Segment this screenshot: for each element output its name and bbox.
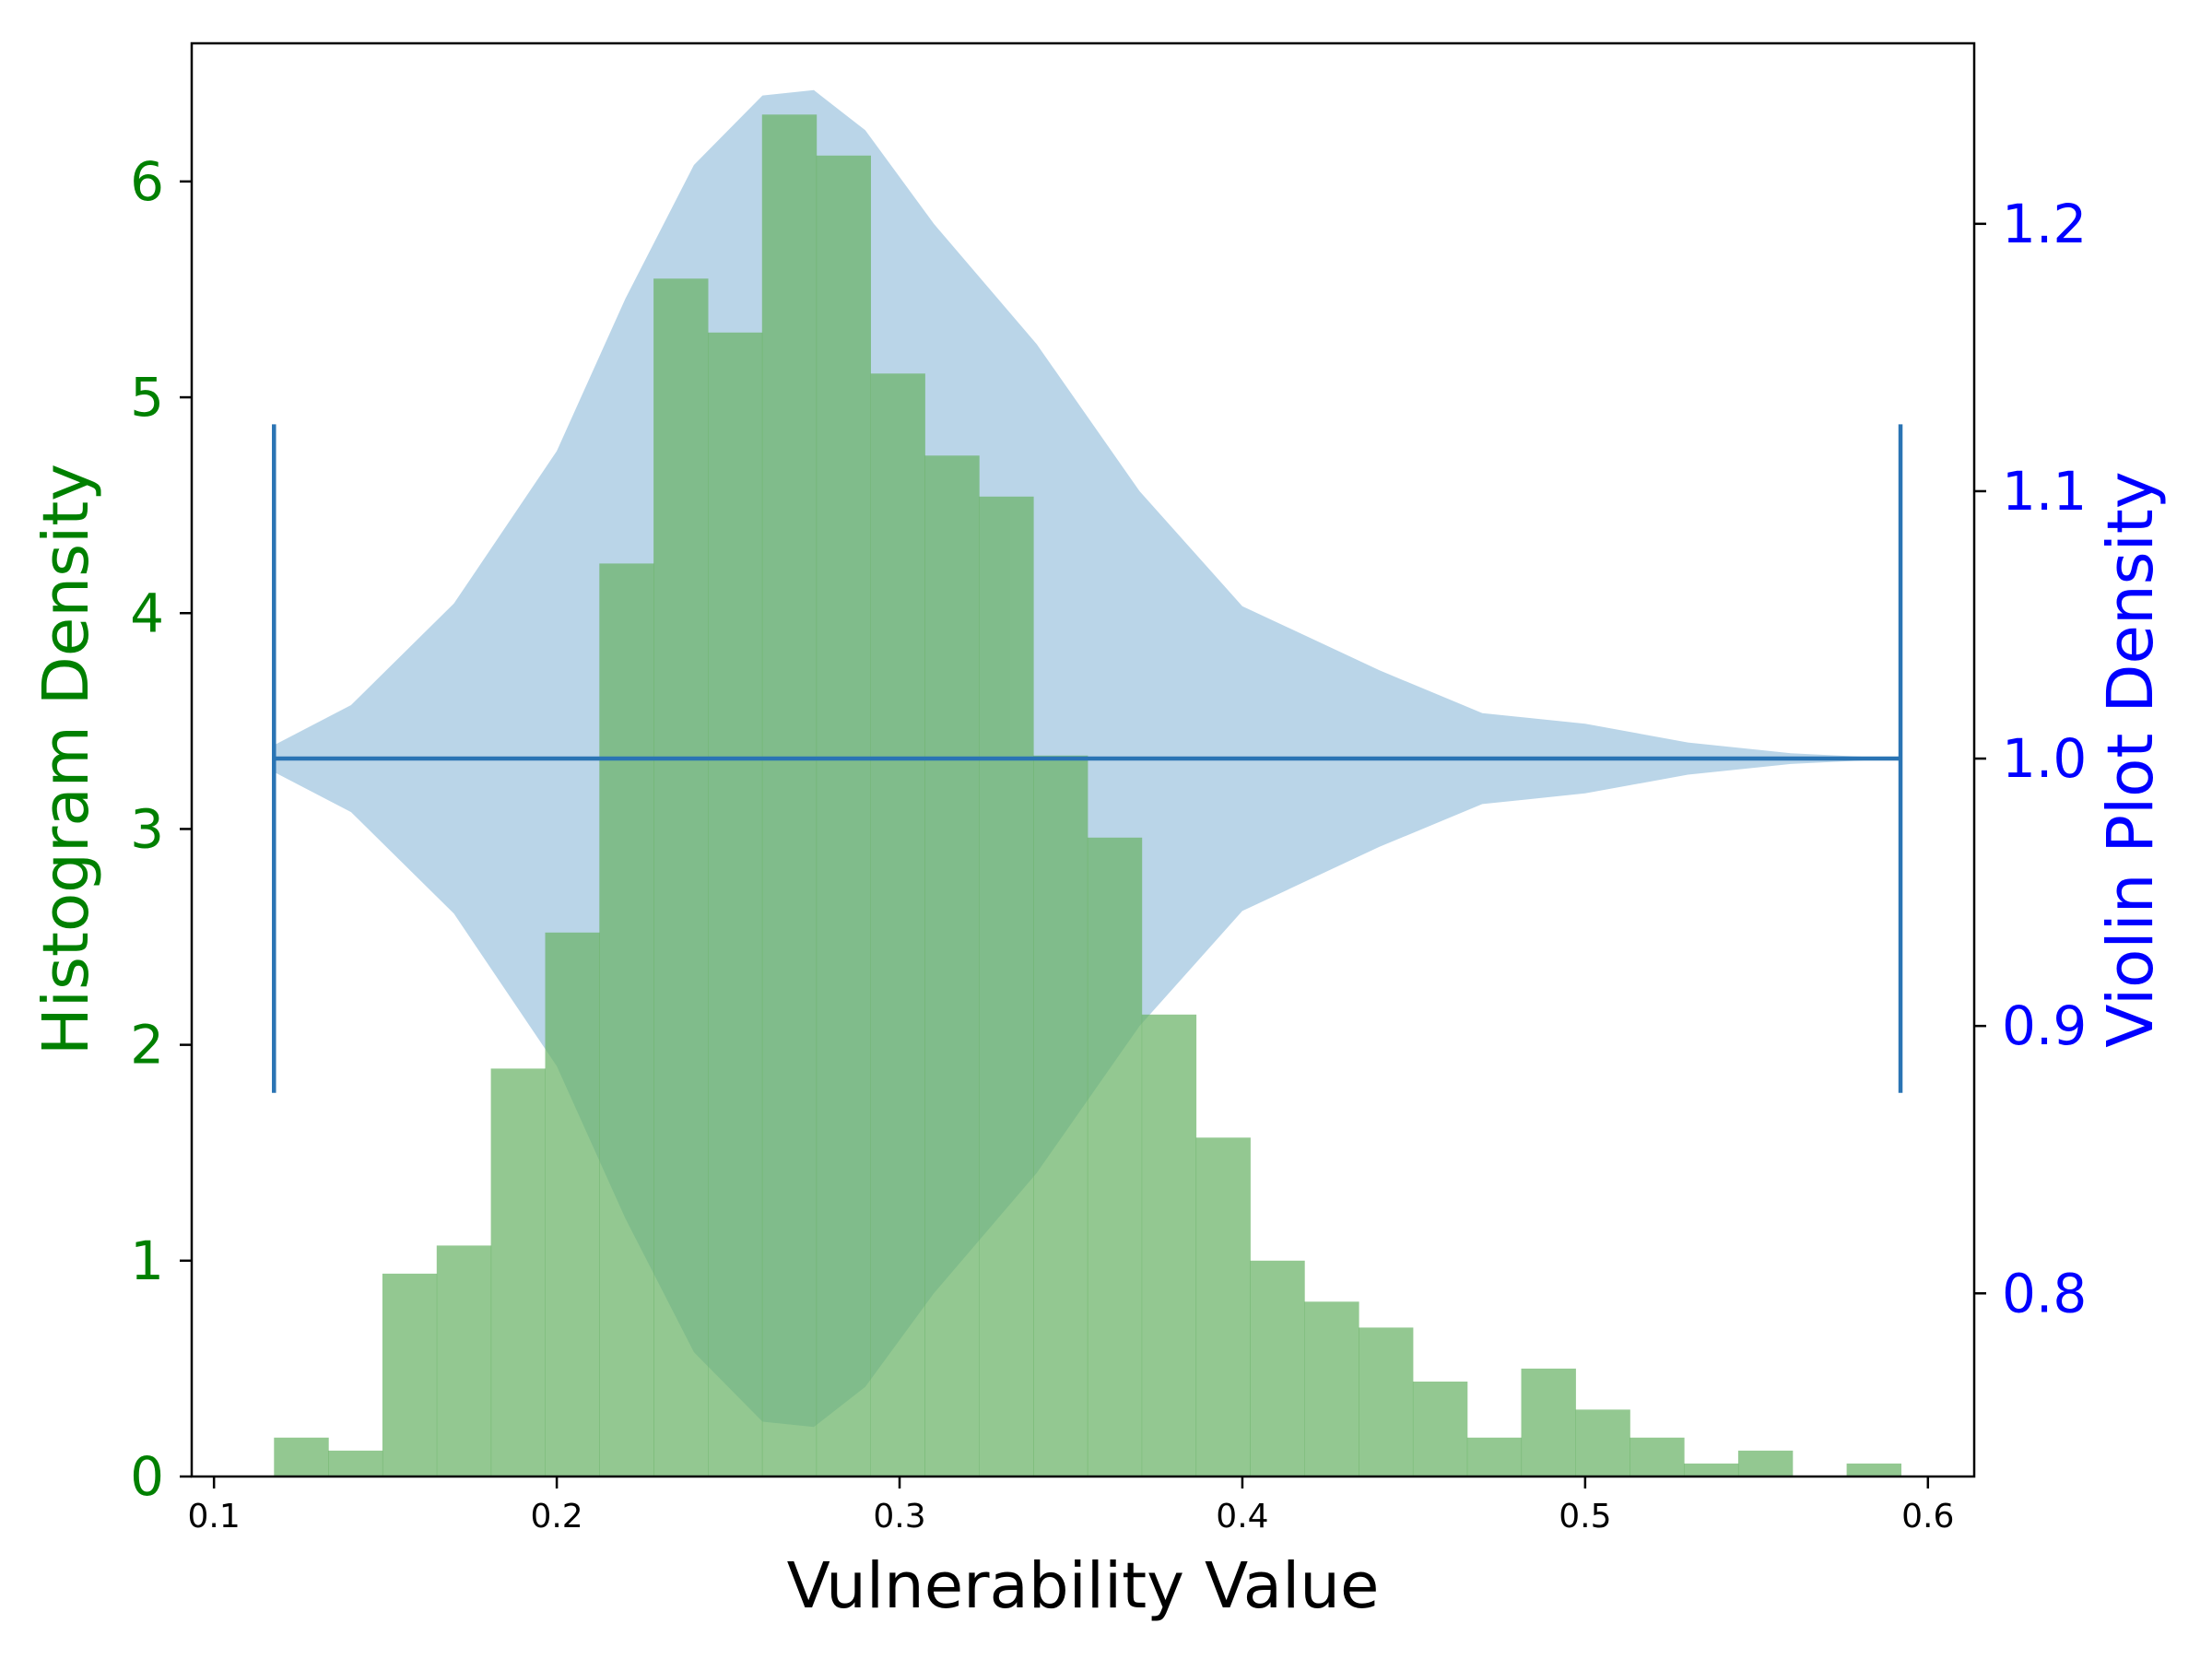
histogram-bar: [1466, 1437, 1523, 1477]
left-y-tick-label: 2: [130, 1014, 164, 1077]
x-tick-label: 0.1: [188, 1498, 241, 1535]
histogram-bar: [653, 278, 709, 1477]
histogram-bar: [1846, 1463, 1901, 1477]
left-y-tick-label: 1: [130, 1230, 164, 1292]
right-y-tick-label: 0.8: [2002, 1262, 2087, 1324]
histogram-bar: [1087, 837, 1143, 1477]
x-tick-label: 0.5: [1559, 1498, 1611, 1535]
histogram-bar: [924, 455, 980, 1477]
histogram-bar: [1575, 1409, 1630, 1477]
histogram-layer: [274, 114, 1901, 1477]
histogram-bar: [1359, 1327, 1414, 1477]
histogram-bar: [1684, 1463, 1739, 1477]
histogram-bar: [1033, 755, 1088, 1477]
x-axis: 0.1 0.2 0.3 0.4 0.5 0.6: [188, 1477, 1954, 1535]
histogram-bar: [761, 114, 818, 1477]
histogram-bar: [870, 373, 925, 1477]
histogram-bar: [1195, 1137, 1251, 1477]
left-y-tick-label: 6: [130, 150, 164, 213]
violin-lines-layer: [272, 424, 1903, 1093]
histogram-bar: [1304, 1301, 1359, 1477]
left-y-axis-title: Histogram Density: [29, 464, 103, 1055]
histogram-bar: [1737, 1450, 1794, 1477]
right-y-axis: 0.8 0.9 1.0 1.1 1.2: [1974, 193, 2087, 1324]
left-y-tick-label: 4: [130, 582, 164, 644]
histogram-bar: [382, 1273, 438, 1477]
histogram-bar: [545, 932, 600, 1477]
histogram-bar: [1412, 1382, 1468, 1477]
histogram-bar: [436, 1245, 492, 1477]
left-y-axis: 0 1 2 3 4 5 6: [130, 150, 192, 1508]
x-tick-label: 0.6: [1901, 1498, 1954, 1535]
x-tick-label: 0.2: [530, 1498, 582, 1535]
histogram-bar: [979, 496, 1034, 1477]
right-y-axis-title: Violin Plot Density: [2094, 471, 2168, 1047]
right-y-tick-label: 1.1: [2002, 460, 2087, 523]
histogram-bar: [274, 1437, 329, 1477]
histogram-bar: [1630, 1437, 1685, 1477]
histogram-bar: [1521, 1368, 1576, 1477]
right-y-tick-label: 1.2: [2002, 193, 2087, 255]
left-y-tick-label: 0: [130, 1445, 164, 1508]
right-y-tick-label: 0.9: [2002, 994, 2087, 1057]
histogram-bar: [599, 563, 654, 1477]
plot-frame: [190, 41, 1976, 1478]
histogram-bar: [816, 155, 871, 1477]
histogram-bar: [1141, 1014, 1197, 1477]
right-y-tick-label: 1.0: [2002, 727, 2087, 790]
histogram-bar: [490, 1068, 546, 1477]
histogram-bar: [708, 332, 763, 1477]
left-y-tick-label: 5: [130, 366, 164, 429]
x-axis-title: Vulnerability Value: [787, 1549, 1380, 1623]
x-tick-label: 0.4: [1216, 1498, 1268, 1535]
histogram-bar: [328, 1450, 383, 1477]
left-y-tick-label: 3: [130, 797, 164, 860]
histogram-bar: [1250, 1260, 1305, 1477]
x-tick-label: 0.3: [873, 1498, 925, 1535]
